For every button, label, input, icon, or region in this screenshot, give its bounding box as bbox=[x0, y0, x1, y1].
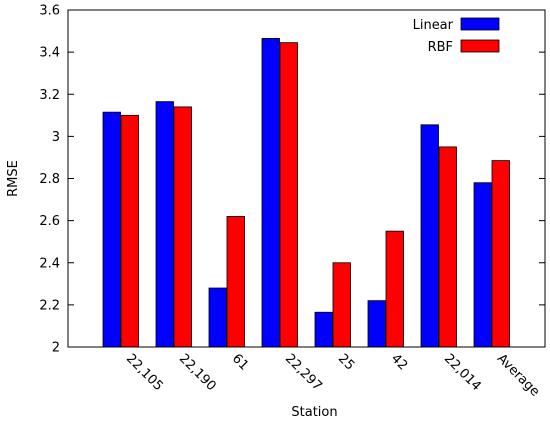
bar-rbf-0 bbox=[120, 114, 139, 348]
bar-linear-3 bbox=[261, 38, 280, 348]
bar-linear-5 bbox=[367, 300, 386, 348]
y-axis-label: RMSE bbox=[6, 160, 21, 197]
y-tick-label: 2 bbox=[52, 341, 60, 356]
y-axis: 2 2.2 2.4 2.6 2.8 3 3.2 3.4 3.6 bbox=[39, 4, 545, 356]
bar-rbf-7 bbox=[491, 160, 510, 348]
bar-rbf-4 bbox=[332, 262, 351, 348]
x-tick-label: 22,190 bbox=[176, 351, 219, 394]
bar-rbf-2 bbox=[226, 216, 245, 348]
legend-label-rbf: RBF bbox=[428, 40, 453, 55]
legend-label-linear: Linear bbox=[413, 18, 454, 33]
bars-layer bbox=[102, 38, 510, 348]
x-axis: 22,105 22,190 61 22,297 25 42 22,014 Average bbox=[120, 341, 542, 400]
y-tick-label: 2.6 bbox=[39, 214, 60, 229]
bar-linear-6 bbox=[420, 124, 439, 348]
plot-frame bbox=[67, 9, 546, 348]
legend-swatch-linear bbox=[460, 17, 500, 31]
bar-rbf-1 bbox=[173, 106, 192, 348]
legend-swatch-rbf bbox=[460, 39, 500, 53]
y-tick-label: 2.4 bbox=[39, 256, 60, 271]
y-tick-label: 3 bbox=[52, 130, 60, 145]
x-tick-label: 22,014 bbox=[441, 351, 484, 394]
y-tick-label: 2.2 bbox=[39, 298, 60, 313]
bar-linear-4 bbox=[314, 311, 333, 348]
x-tick-label: 22,105 bbox=[123, 351, 166, 394]
y-tick-label: 3.2 bbox=[39, 88, 60, 103]
legend: Linear RBF bbox=[413, 17, 500, 55]
x-tick-label: 25 bbox=[335, 351, 357, 373]
x-tick-label: 42 bbox=[388, 351, 410, 373]
bar-linear-1 bbox=[155, 101, 174, 348]
bar-rbf-6 bbox=[438, 146, 457, 348]
y-tick-label: 2.8 bbox=[39, 172, 60, 187]
x-axis-label: Station bbox=[291, 405, 337, 420]
y-tick-label: 3.6 bbox=[39, 4, 60, 19]
bar-rbf-3 bbox=[279, 42, 298, 348]
bar-linear-2 bbox=[208, 287, 227, 348]
bar-linear-0 bbox=[102, 111, 121, 348]
y-tick-label: 3.4 bbox=[39, 46, 60, 61]
bar-rbf-5 bbox=[385, 230, 404, 348]
bar-linear-7 bbox=[473, 182, 492, 348]
x-tick-label: Average bbox=[494, 351, 542, 399]
x-tick-label: 61 bbox=[229, 351, 251, 373]
x-tick-label: 22,297 bbox=[282, 351, 325, 394]
